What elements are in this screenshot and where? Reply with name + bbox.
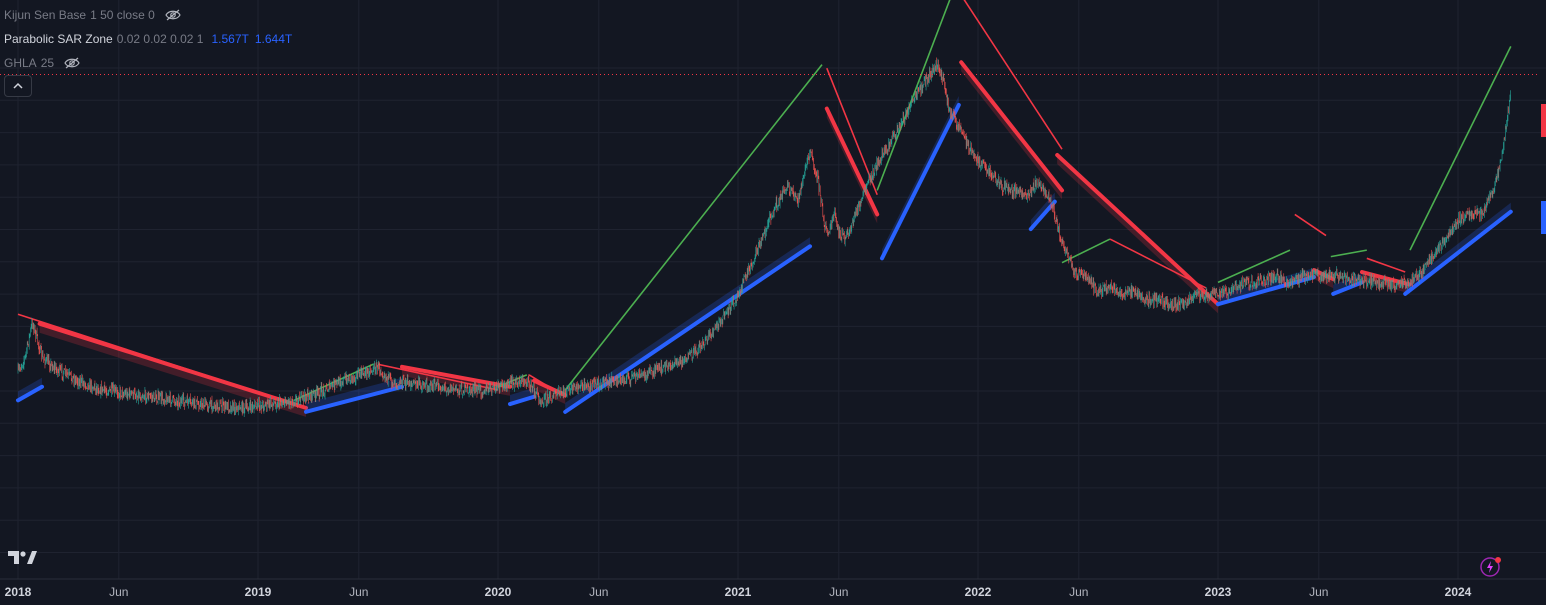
legend-ghla-name: GHLA bbox=[4, 56, 37, 70]
sar-zone-band-16 bbox=[1403, 209, 1513, 296]
eye-crossed-icon[interactable] bbox=[165, 9, 181, 21]
sar-zone-band-14 bbox=[1331, 280, 1364, 296]
x-tick-label: Jun bbox=[109, 585, 129, 599]
trend-line-12 bbox=[1294, 213, 1327, 237]
chevron-up-icon bbox=[13, 82, 23, 90]
sar-zone-fill bbox=[1218, 268, 1314, 305]
x-tick-label: Jun bbox=[349, 585, 369, 599]
x-tick-label: 2019 bbox=[244, 585, 272, 599]
trend-line-14 bbox=[1366, 257, 1406, 273]
legend-psar-params: 0.02 0.02 0.02 1 bbox=[116, 32, 204, 46]
legend-psar-value2: 1.644T bbox=[254, 32, 293, 46]
legend-psar-value1: 1.567T bbox=[211, 32, 249, 46]
sar-zone-band-8 bbox=[880, 102, 961, 261]
x-tick-label: 2020 bbox=[484, 585, 512, 599]
eye-crossed-icon[interactable] bbox=[64, 57, 80, 69]
sar-zone-band-4 bbox=[508, 394, 536, 407]
price-label-blue bbox=[1541, 201, 1546, 234]
trend-line-15 bbox=[1409, 46, 1512, 251]
x-tick-label: 2021 bbox=[724, 585, 752, 599]
sar-zone-band-2 bbox=[304, 384, 404, 414]
trend-line-10 bbox=[1109, 238, 1207, 289]
trend-line-13 bbox=[1330, 249, 1367, 258]
legend-kijun-params: 1 50 close 0 bbox=[90, 8, 155, 22]
x-tick-label: Jun bbox=[1309, 585, 1329, 599]
sar-zone-band-3 bbox=[400, 364, 512, 389]
grid bbox=[0, 0, 1546, 579]
trend-line-11 bbox=[1217, 249, 1291, 284]
trend-line-5 bbox=[564, 64, 823, 391]
trend-line-8 bbox=[963, 0, 1063, 150]
sar-zone-fill bbox=[510, 387, 534, 405]
x-tick-label: Jun bbox=[829, 585, 849, 599]
sar-zone-band-9 bbox=[959, 60, 1064, 193]
legend-collapse-button[interactable] bbox=[4, 75, 32, 97]
indicator-legend: Kijun Sen Base 1 50 close 0 Parabolic SA… bbox=[4, 3, 292, 75]
lightning-icon[interactable] bbox=[1479, 555, 1503, 579]
x-tick-label: Jun bbox=[589, 585, 609, 599]
sar-zone-band-0 bbox=[16, 384, 44, 403]
price-label-red bbox=[1541, 104, 1546, 137]
x-tick-label: Jun bbox=[1069, 585, 1089, 599]
legend-psar-name: Parabolic SAR Zone bbox=[4, 32, 113, 46]
tradingview-logo[interactable] bbox=[6, 548, 38, 566]
sar-zone-band-6 bbox=[563, 244, 812, 414]
sar-zone-band-7 bbox=[824, 106, 880, 217]
candles bbox=[17, 57, 1511, 417]
sar-zones bbox=[16, 60, 1513, 417]
legend-psar[interactable]: Parabolic SAR Zone 0.02 0.02 0.02 1 1.56… bbox=[4, 27, 292, 51]
trend-line-7 bbox=[876, 0, 951, 191]
x-tick-label: 2022 bbox=[964, 585, 992, 599]
x-tick-label: 2024 bbox=[1444, 585, 1472, 599]
sar-zone-fill bbox=[306, 377, 402, 412]
legend-ghla[interactable]: GHLA 25 bbox=[4, 51, 292, 75]
x-tick-label: 2023 bbox=[1204, 585, 1232, 599]
sar-zone-band-11 bbox=[1055, 153, 1220, 307]
legend-kijun-name: Kijun Sen Base bbox=[4, 8, 87, 22]
x-tick-label: 2018 bbox=[4, 585, 32, 599]
trend-line-0 bbox=[17, 313, 307, 409]
sar-zone-fill bbox=[39, 323, 306, 417]
legend-kijun[interactable]: Kijun Sen Base 1 50 close 0 bbox=[4, 3, 292, 27]
legend-ghla-params: 25 bbox=[40, 56, 55, 70]
